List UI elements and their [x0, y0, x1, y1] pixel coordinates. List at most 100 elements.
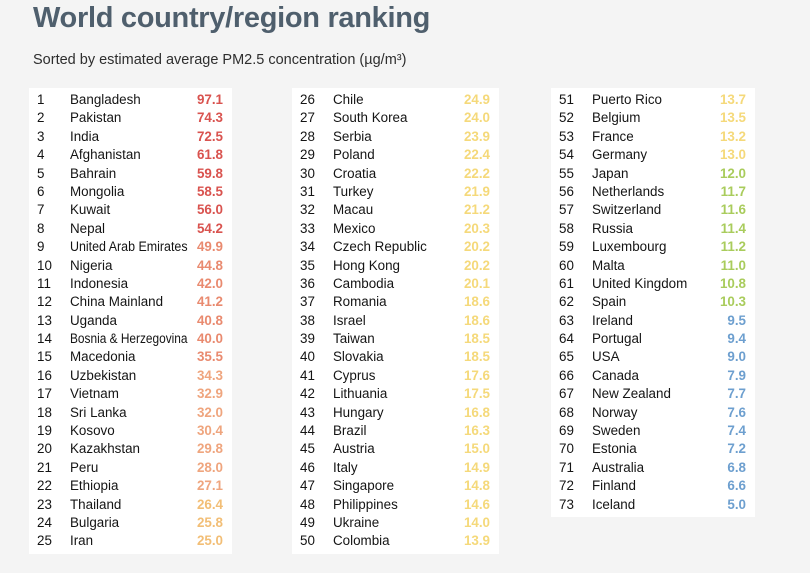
country-cell: USA	[592, 349, 620, 365]
country-cell: Ireland	[592, 312, 633, 328]
table-row: 11 Indonesia 42.0	[29, 275, 232, 293]
pm25-value-cell: 11.6	[720, 202, 746, 218]
country-cell: Norway	[592, 404, 638, 420]
pm25-value-cell: 7.2	[727, 441, 746, 457]
pm25-value-cell: 13.0	[719, 147, 746, 163]
country-cell: Estonia	[592, 441, 637, 457]
pm25-value-cell: 27.1	[196, 478, 223, 494]
table-row: 44 Brazil 16.3	[292, 422, 499, 440]
pm25-value-cell: 6.6	[727, 478, 746, 494]
pm25-value-cell: 20.2	[463, 239, 490, 255]
country-cell: Mongolia	[70, 183, 125, 199]
country-cell: Chile	[333, 92, 364, 107]
rank-cell: 46	[300, 459, 315, 475]
country-cell: Uzbekistan	[70, 367, 137, 383]
pm25-value-cell: 40.8	[196, 312, 223, 328]
rank-cell: 40	[300, 349, 315, 365]
pm25-value-cell: 18.5	[463, 331, 490, 347]
table-row: 43 Hungary 16.8	[292, 404, 499, 422]
table-row: 15 Macedonia 35.5	[29, 348, 232, 366]
table-row: 48 Philippines 14.6	[292, 496, 499, 514]
table-row: 16 Uzbekistan 34.3	[29, 367, 232, 385]
table-row: 29 Poland 22.4	[292, 146, 499, 164]
pm25-value-cell: 23.9	[463, 128, 490, 144]
table-row: 64 Portugal 9.4	[551, 330, 755, 348]
pm25-value-cell: 24.0	[463, 110, 490, 126]
table-row: 14 Bosnia & Herzegovina 40.0	[29, 330, 232, 348]
pm25-value-cell: 21.9	[463, 183, 490, 199]
rank-cell: 71	[559, 459, 574, 475]
rank-cell: 21	[37, 459, 52, 475]
rank-cell: 27	[300, 110, 315, 126]
pm25-value-cell: 20.3	[463, 220, 490, 236]
table-row: 56 Netherlands 11.7	[551, 183, 755, 201]
country-cell: Brazil	[333, 423, 367, 439]
table-row: 47 Singapore 14.8	[292, 477, 499, 495]
pm25-value-cell: 30.4	[196, 423, 223, 439]
rank-cell: 48	[300, 496, 315, 512]
country-cell: Czech Republic	[333, 239, 427, 255]
country-cell: Ukraine	[333, 514, 380, 530]
pm25-value-cell: 49.9	[196, 239, 223, 255]
pm25-value-cell: 54.2	[196, 220, 223, 236]
table-row: 7 Kuwait 56.0	[29, 201, 232, 219]
country-cell: Russia	[592, 220, 633, 236]
country-cell: Israel	[333, 312, 366, 328]
rank-cell: 56	[559, 183, 574, 199]
table-row: 60 Malta 11.0	[551, 257, 755, 275]
country-cell: South Korea	[333, 110, 408, 126]
country-cell: Peru	[70, 459, 99, 475]
country-cell: Luxembourg	[592, 239, 667, 255]
table-row: 52 Belgium 13.5	[551, 109, 755, 127]
country-cell: Finland	[592, 478, 636, 494]
pm25-value-cell: 11.2	[720, 239, 746, 255]
rank-cell: 37	[300, 294, 315, 310]
pm25-value-cell: 44.8	[196, 257, 223, 273]
table-row: 37 Romania 18.6	[292, 293, 499, 311]
country-cell: Bulgaria	[70, 514, 120, 530]
rank-cell: 58	[559, 220, 574, 236]
pm25-value-cell: 25.8	[196, 514, 223, 530]
rank-cell: 15	[37, 349, 52, 365]
table-row: 24 Bulgaria 25.8	[29, 514, 232, 532]
rank-cell: 32	[300, 202, 315, 218]
pm25-value-cell: 9.5	[727, 312, 746, 328]
pm25-value-cell: 74.3	[196, 110, 223, 126]
pm25-value-cell: 35.5	[196, 349, 223, 365]
table-row: 32 Macau 21.2	[292, 201, 499, 219]
country-cell: Macau	[333, 202, 374, 218]
rank-cell: 11	[37, 275, 51, 291]
pm25-value-cell: 25.0	[196, 533, 223, 549]
pm25-value-cell: 59.8	[196, 165, 223, 181]
table-row: 36 Cambodia 20.1	[292, 275, 499, 293]
rank-cell: 38	[300, 312, 315, 328]
rank-cell: 35	[300, 257, 315, 273]
table-row: 8 Nepal 54.2	[29, 220, 232, 238]
pm25-value-cell: 18.5	[463, 349, 490, 365]
table-row: 49 Ukraine 14.0	[292, 514, 499, 532]
table-row: 25 Iran 25.0	[29, 532, 232, 550]
pm25-value-cell: 34.3	[196, 367, 223, 383]
pm25-value-cell: 26.4	[196, 496, 223, 512]
pm25-value-cell: 15.0	[463, 441, 490, 457]
rank-cell: 25	[37, 533, 52, 549]
country-cell: Cyprus	[333, 367, 376, 383]
table-row: 9 United Arab Emirates 49.9	[29, 238, 232, 256]
pm25-value-cell: 7.9	[727, 367, 746, 383]
table-row: 69 Sweden 7.4	[551, 422, 755, 440]
country-cell: Netherlands	[592, 183, 665, 199]
table-row: 66 Canada 7.9	[551, 367, 755, 385]
pm25-value-cell: 14.6	[463, 496, 490, 512]
rank-cell: 34	[300, 239, 315, 255]
table-row: 63 Ireland 9.5	[551, 312, 755, 330]
pm25-value-cell: 17.5	[463, 386, 490, 402]
country-cell: Portugal	[592, 331, 642, 347]
table-row: 68 Norway 7.6	[551, 404, 755, 422]
pm25-value-cell: 17.6	[463, 367, 490, 383]
country-cell: Germany	[592, 147, 648, 163]
table-row: 12 China Mainland 41.2	[29, 293, 232, 311]
rank-cell: 17	[37, 386, 52, 402]
pm25-value-cell: 14.0	[463, 514, 490, 530]
pm25-value-cell: 29.8	[196, 441, 223, 457]
table-row: 71 Australia 6.8	[551, 459, 755, 477]
